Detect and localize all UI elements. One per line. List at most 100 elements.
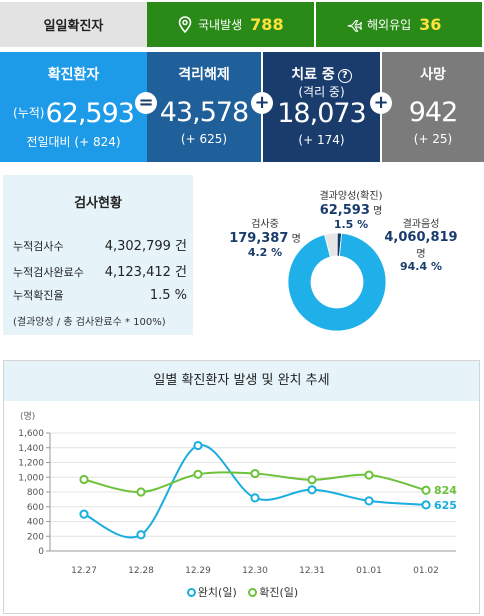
trend-legend: 완치(일) 확진(일) bbox=[4, 584, 481, 600]
y-tick-label: 400 bbox=[27, 518, 44, 528]
data-point[interactable] bbox=[79, 474, 89, 485]
confirmed-card: 확진환자 (누적)62,593 전일대비 (+ 824) bbox=[0, 52, 147, 162]
positive-label: 결과양성(확진) bbox=[319, 191, 383, 202]
positive-unit: 명 bbox=[373, 206, 383, 217]
test-row-label: 누적검사수 bbox=[13, 240, 64, 253]
help-icon[interactable]: ? bbox=[337, 69, 352, 83]
domestic-cases: 국내발생 788 bbox=[147, 2, 314, 47]
testing-pct: 4.2 % bbox=[247, 246, 283, 259]
x-tick-label: 12.28 bbox=[128, 566, 154, 576]
x-tick-label: 12.29 bbox=[185, 566, 211, 576]
test-status-title: 검사현황 bbox=[74, 196, 122, 211]
trend-chart-panel: 일별 확진환자 발생 및 완치 추세 (명) 0 200 400 600 800 1,000… bbox=[3, 360, 480, 614]
treating-title-text: 치료 중 bbox=[291, 67, 335, 83]
legend-released[interactable]: 완치(일) bbox=[186, 586, 237, 599]
x-tick-label: 12.30 bbox=[242, 566, 268, 576]
equals-icon: = bbox=[135, 92, 157, 114]
donut-slice-negative bbox=[287, 232, 387, 332]
testing-label: 검사중 bbox=[251, 219, 279, 230]
map-pin-icon bbox=[178, 15, 192, 33]
confirmed-value: 62,593 bbox=[45, 98, 134, 129]
test-row-label: 누적검사완료수 bbox=[13, 266, 84, 279]
released-value: 43,578 bbox=[159, 97, 249, 128]
legend-confirmed[interactable]: 확진(일) bbox=[248, 586, 298, 599]
data-point[interactable] bbox=[250, 493, 260, 503]
y-tick-label: 1,000 bbox=[18, 473, 44, 483]
deaths-value: 942 bbox=[408, 97, 459, 128]
test-row: 누적확진율 1.5 % bbox=[13, 287, 187, 303]
y-tick-label: 600 bbox=[27, 503, 44, 513]
y-tick-label: 1,200 bbox=[18, 459, 44, 469]
cumulative-prefix: (누적) bbox=[13, 106, 45, 120]
overseas-count: 36 bbox=[419, 15, 442, 34]
legend-released-label: 완치(일) bbox=[197, 586, 237, 599]
y-tick-label: 1,600 bbox=[18, 429, 44, 439]
data-point[interactable] bbox=[193, 440, 203, 451]
data-point[interactable] bbox=[136, 487, 146, 497]
negative-unit: 명 bbox=[416, 249, 426, 260]
test-row: 누적검사수 4,302,799 건 bbox=[13, 235, 187, 254]
y-tick-label: 800 bbox=[27, 488, 44, 498]
test-result-donut: 결과양성(확진) 62,593 명 1.5 % 검사중 179,387 명 4.… bbox=[205, 175, 484, 335]
daily-confirmed-label: 일일확진자 bbox=[0, 2, 147, 47]
data-point[interactable] bbox=[364, 470, 374, 480]
treating-subtitle: (격리 중) bbox=[298, 85, 345, 99]
data-point[interactable] bbox=[193, 469, 203, 479]
y-axis-unit: (명) bbox=[20, 411, 35, 422]
x-tick-label: 01.02 bbox=[413, 566, 439, 576]
data-point[interactable] bbox=[250, 468, 260, 479]
test-status-panel: 검사현황 누적검사수 4,302,799 건 누적검사완료수 4,123,412 건… bbox=[3, 175, 193, 335]
plus-icon: + bbox=[251, 92, 273, 114]
overseas-label: 해외유입 bbox=[367, 18, 412, 32]
data-point[interactable] bbox=[79, 509, 89, 519]
donut-slice-testing bbox=[324, 232, 338, 258]
plus-icon: + bbox=[370, 92, 392, 114]
data-point[interactable] bbox=[364, 496, 374, 506]
x-tick-label: 12.31 bbox=[299, 566, 325, 576]
confirmed-title: 확진환자 bbox=[47, 67, 100, 83]
data-point[interactable] bbox=[421, 485, 431, 495]
negative-pct: 94.4 % bbox=[400, 260, 442, 273]
data-point[interactable] bbox=[307, 485, 317, 495]
positive-count: 62,593 bbox=[319, 203, 370, 218]
positivity-formula-note: (결과양성 / 총 검사완료수 * 100%) bbox=[13, 317, 166, 328]
test-row-value: 4,123,412 건 bbox=[104, 265, 187, 280]
y-tick-label: 1,400 bbox=[18, 444, 44, 454]
y-tick-label: 0 bbox=[38, 547, 44, 557]
deaths-title: 사망 bbox=[420, 67, 446, 83]
daily-confirmed-bar: 일일확진자 국내발생 788 해외유입 36 bbox=[0, 0, 484, 48]
end-value-label: 625 bbox=[434, 499, 457, 512]
confirmed-delta: 전일대비 (+ 824) bbox=[26, 135, 121, 149]
treating-value: 18,073 bbox=[277, 98, 366, 129]
trend-line-chart: (명) 0 200 400 600 800 1,000 1,200 1,400 1,600 12.2… bbox=[18, 411, 457, 576]
data-point[interactable] bbox=[421, 500, 431, 510]
end-value-label: 824 bbox=[434, 484, 457, 497]
positive-label-group: 결과양성(확진) 62,593 명 1.5 % bbox=[301, 187, 401, 231]
treating-delta: (+ 174) bbox=[298, 133, 345, 147]
legend-dot-icon bbox=[248, 588, 258, 597]
airplane-icon bbox=[347, 19, 362, 32]
test-row-value: 1.5 % bbox=[149, 288, 187, 303]
treating-title: 치료 중? bbox=[263, 64, 380, 83]
domestic-label: 국내발생 bbox=[198, 18, 243, 32]
testing-unit: 명 bbox=[291, 234, 301, 245]
confirmed-total: (누적)62,593 bbox=[0, 96, 147, 131]
legend-dot-icon bbox=[186, 588, 196, 597]
trend-chart-title: 일별 확진환자 발생 및 완치 추세 bbox=[4, 361, 479, 401]
data-point[interactable] bbox=[136, 530, 146, 540]
data-point[interactable] bbox=[307, 475, 317, 485]
overseas-cases: 해외유입 36 bbox=[316, 2, 482, 47]
test-row: 누적검사완료수 4,123,412 건 bbox=[13, 261, 187, 280]
negative-count: 4,060,819 bbox=[384, 230, 458, 245]
test-row-label: 누적확진율 bbox=[13, 289, 64, 302]
test-row-value: 4,302,799 건 bbox=[104, 239, 187, 254]
legend-confirmed-label: 확진(일) bbox=[259, 586, 299, 599]
testing-label-group: 검사중 179,387 명 4.2 % bbox=[223, 215, 307, 259]
x-tick-label: 01.01 bbox=[356, 566, 382, 576]
released-title: 격리해제 bbox=[178, 67, 230, 83]
deaths-card: 사망 942 (+ 25) bbox=[382, 52, 484, 162]
x-tick-label: 12.27 bbox=[71, 566, 97, 576]
negative-label-group: 결과음성 4,060,819 명 94.4 % bbox=[371, 215, 471, 273]
released-card: 격리해제 43,578 (+ 625) bbox=[147, 52, 261, 162]
domestic-count: 788 bbox=[250, 15, 284, 34]
